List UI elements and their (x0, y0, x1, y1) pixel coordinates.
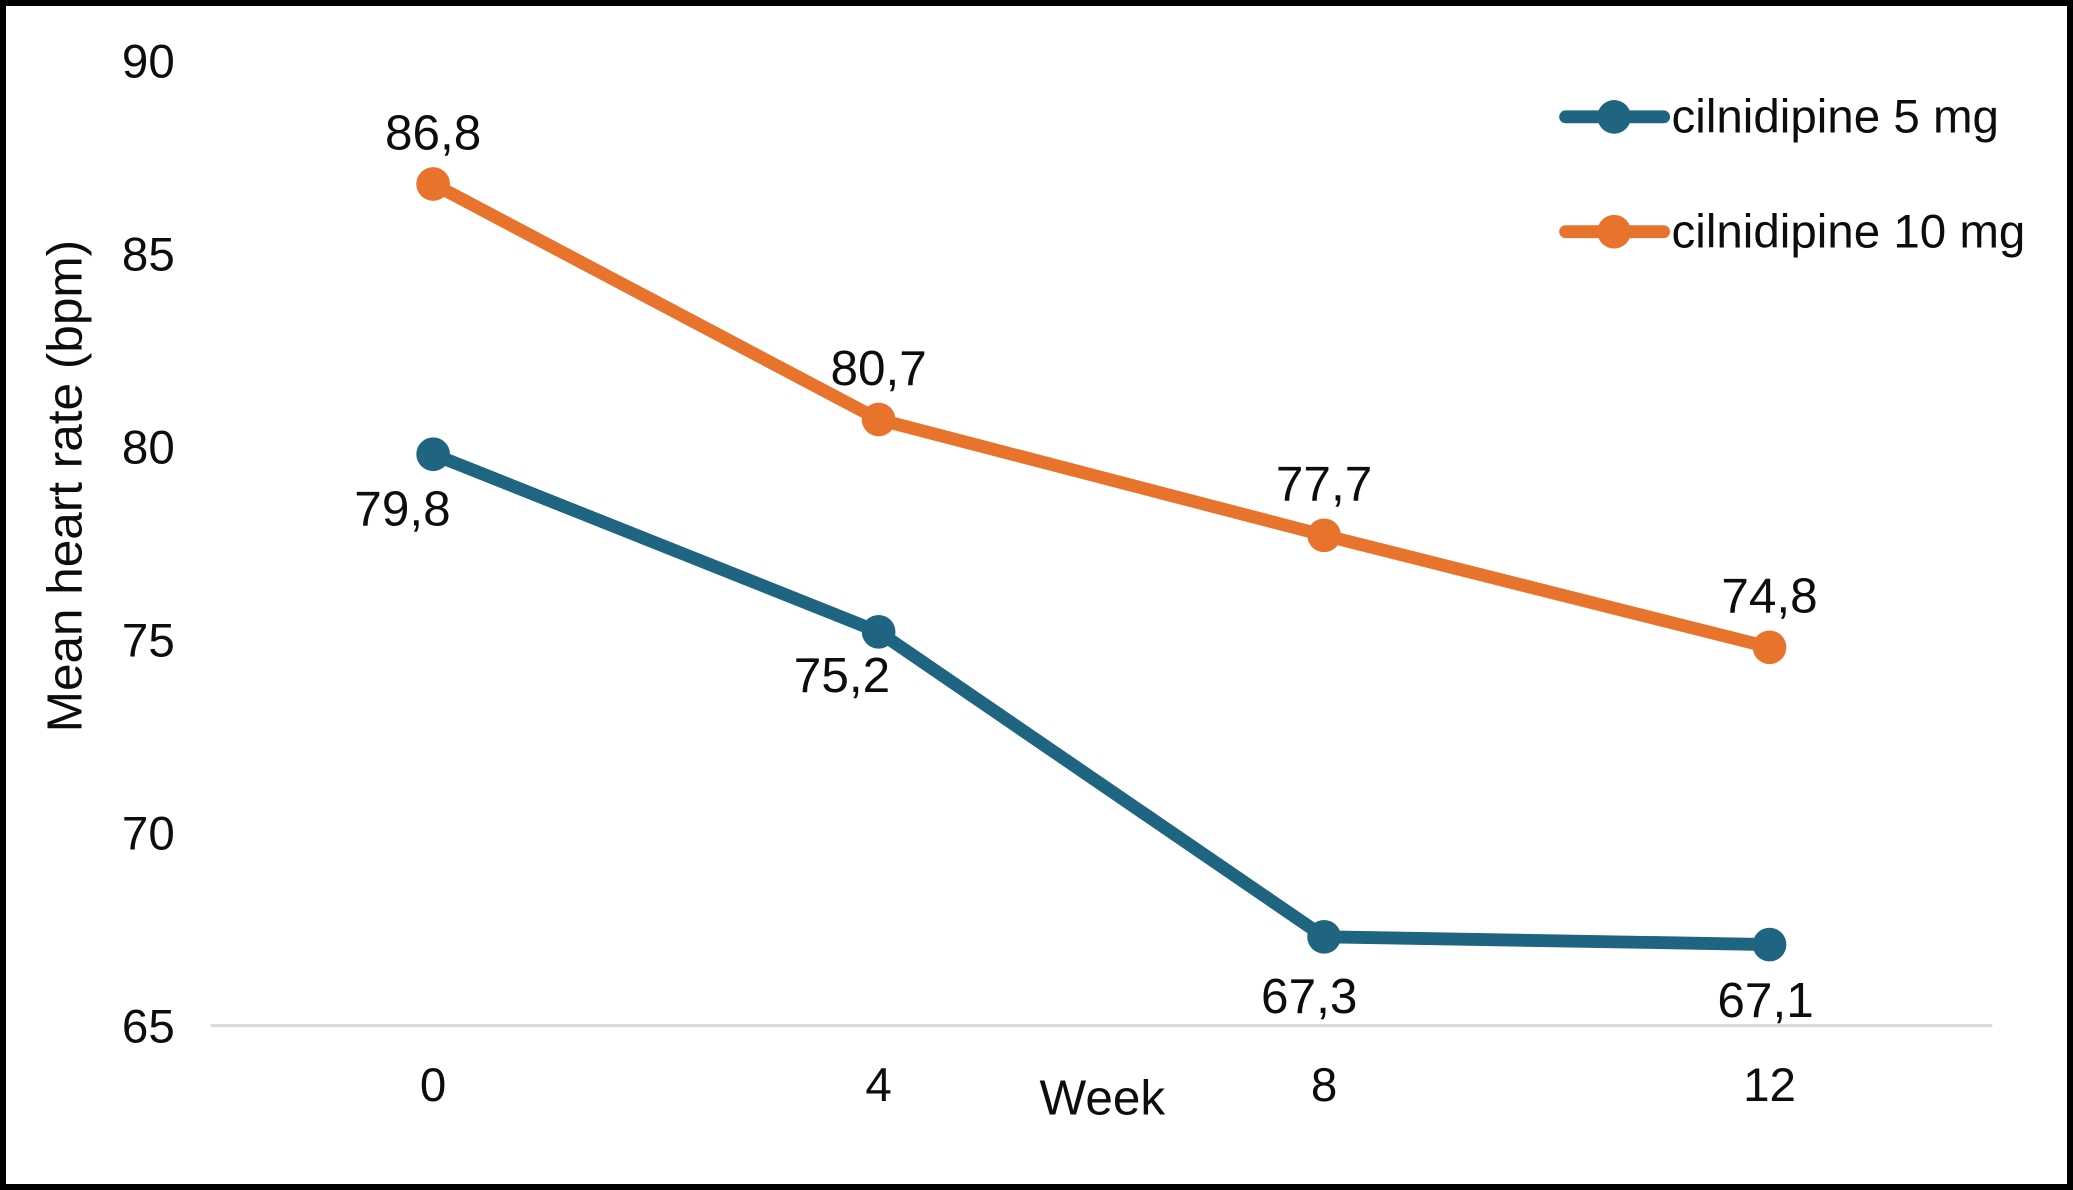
y-tick-label: 65 (122, 1000, 175, 1053)
data-point (861, 614, 896, 649)
y-tick-label: 75 (122, 614, 175, 667)
y-axis-tick-labels: 90 85 80 75 70 65 (122, 35, 175, 1053)
series-cilnidipine-5-mg (416, 437, 1787, 962)
y-tick-label: 80 (122, 421, 175, 474)
data-label: 77,7 (1276, 457, 1372, 512)
series-line-cilnidipine-5-mg (426, 447, 1776, 951)
y-axis-title: Mean heart rate (bpm) (38, 240, 93, 732)
legend-label: cilnidipine 5 mg (1672, 91, 1999, 144)
x-axis-title: Week (1040, 1071, 1166, 1126)
series-line-cilnidipine-10-mg (426, 177, 1776, 654)
data-label: 75,2 (794, 648, 890, 703)
data-label: 67,3 (1261, 969, 1357, 1024)
y-tick-label: 70 (122, 807, 175, 860)
data-label: 79,8 (354, 482, 450, 537)
x-axis-tick-labels: 0 4 8 12 (420, 1059, 1796, 1112)
data-point (1752, 927, 1787, 962)
legend-label: cilnidipine 10 mg (1672, 206, 2026, 259)
data-label: 80,7 (830, 341, 926, 396)
data-labels-layer: 79,8 75,2 67,3 67,1 86,8 80,7 77,7 74,8 (354, 105, 1817, 1027)
x-tick-label: 8 (1311, 1059, 1337, 1112)
chart-canvas: 90 85 80 75 70 65 0 4 8 12 79,8 75,2 67,3 67,1 86,8 8… (38, 35, 2026, 1126)
data-point (1307, 518, 1341, 553)
data-point (861, 402, 896, 437)
data-point (1307, 919, 1341, 954)
legend-dot-marker-icon (1597, 100, 1631, 134)
y-tick-label: 85 (122, 228, 175, 281)
data-point (416, 167, 450, 201)
x-tick-label: 12 (1743, 1059, 1796, 1112)
series-cilnidipine-10-mg (416, 167, 1787, 665)
x-tick-label: 0 (420, 1059, 446, 1112)
data-label: 67,1 (1717, 973, 1813, 1028)
data-point (416, 437, 450, 472)
legend-dot-marker-icon (1597, 214, 1631, 249)
y-tick-label: 90 (122, 35, 175, 88)
data-label: 86,8 (385, 105, 481, 160)
legend-item-cilnidipine-10-mg: cilnidipine 10 mg (1559, 206, 2026, 259)
data-point (1752, 630, 1787, 665)
legend-item-cilnidipine-5-mg: cilnidipine 5 mg (1559, 91, 1999, 144)
data-label: 74,8 (1721, 569, 1817, 624)
series-layer (416, 167, 1787, 962)
x-tick-label: 4 (865, 1059, 891, 1112)
legend: cilnidipine 5 mg cilnidipine 10 mg (1559, 91, 2026, 259)
